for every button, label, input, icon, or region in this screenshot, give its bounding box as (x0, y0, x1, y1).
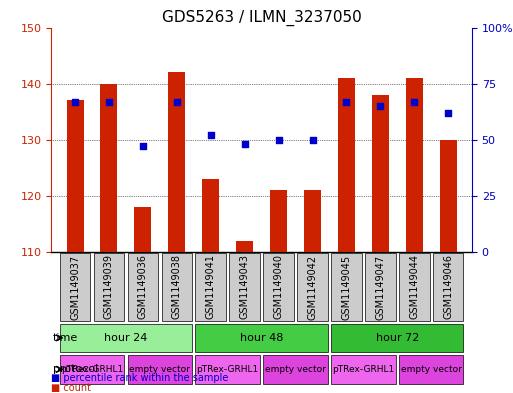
Text: empty vector: empty vector (265, 365, 326, 374)
Bar (338, 78, 355, 252)
Text: empty vector: empty vector (129, 365, 190, 374)
FancyBboxPatch shape (365, 253, 396, 321)
Bar (372, 95, 389, 252)
FancyBboxPatch shape (297, 253, 328, 321)
FancyBboxPatch shape (60, 323, 192, 352)
Text: pTRex-GRHL1: pTRex-GRHL1 (332, 365, 394, 374)
Text: hour 72: hour 72 (376, 333, 419, 343)
FancyBboxPatch shape (433, 253, 463, 321)
Text: GSM1149039: GSM1149039 (104, 254, 114, 320)
Text: GSM1149036: GSM1149036 (138, 254, 148, 320)
FancyBboxPatch shape (60, 355, 124, 384)
Text: GSM1149040: GSM1149040 (273, 254, 284, 320)
Text: pTRex-GRHL1: pTRex-GRHL1 (61, 365, 123, 374)
FancyBboxPatch shape (399, 253, 429, 321)
Point (410, 98, 419, 105)
Bar (236, 241, 253, 252)
Bar (168, 72, 185, 252)
Text: GSM1149044: GSM1149044 (409, 254, 419, 320)
Title: GDS5263 / ILMN_3237050: GDS5263 / ILMN_3237050 (162, 10, 362, 26)
Point (241, 141, 249, 147)
FancyBboxPatch shape (128, 355, 192, 384)
FancyBboxPatch shape (195, 355, 260, 384)
Bar (67, 101, 84, 252)
Text: hour 48: hour 48 (240, 333, 283, 343)
FancyBboxPatch shape (331, 323, 463, 352)
Point (105, 98, 113, 105)
FancyBboxPatch shape (162, 253, 192, 321)
Text: ■ count: ■ count (51, 383, 91, 393)
FancyBboxPatch shape (94, 253, 124, 321)
Text: empty vector: empty vector (401, 365, 462, 374)
Point (274, 136, 283, 143)
Text: GSM1149043: GSM1149043 (240, 254, 250, 320)
Text: GSM1149045: GSM1149045 (342, 254, 351, 320)
Bar (134, 207, 151, 252)
Point (71, 98, 79, 105)
FancyBboxPatch shape (195, 323, 328, 352)
FancyBboxPatch shape (60, 253, 90, 321)
FancyBboxPatch shape (331, 355, 396, 384)
Text: GSM1149047: GSM1149047 (376, 254, 385, 320)
FancyBboxPatch shape (263, 253, 294, 321)
Text: GSM1149041: GSM1149041 (206, 254, 216, 320)
Text: GSM1149042: GSM1149042 (307, 254, 318, 320)
Point (376, 103, 384, 109)
Point (173, 98, 181, 105)
Text: GSM1149046: GSM1149046 (443, 254, 453, 320)
Bar (440, 140, 457, 252)
FancyBboxPatch shape (331, 253, 362, 321)
FancyBboxPatch shape (195, 253, 226, 321)
FancyBboxPatch shape (399, 355, 463, 384)
Bar (202, 179, 219, 252)
FancyBboxPatch shape (263, 355, 328, 384)
Point (139, 143, 147, 150)
Bar (406, 78, 423, 252)
Point (308, 136, 317, 143)
Point (342, 98, 350, 105)
Text: GSM1149038: GSM1149038 (172, 254, 182, 320)
Bar (101, 84, 117, 252)
FancyBboxPatch shape (128, 253, 158, 321)
Text: GSM1149037: GSM1149037 (70, 254, 80, 320)
Text: pTRex-GRHL1: pTRex-GRHL1 (196, 365, 259, 374)
Point (444, 110, 452, 116)
Bar (270, 190, 287, 252)
Text: ■ percentile rank within the sample: ■ percentile rank within the sample (51, 373, 229, 383)
Point (207, 132, 215, 138)
Text: time: time (53, 333, 78, 343)
Text: hour 24: hour 24 (104, 333, 148, 343)
Text: protocol: protocol (53, 364, 98, 375)
Bar (304, 190, 321, 252)
FancyBboxPatch shape (229, 253, 260, 321)
